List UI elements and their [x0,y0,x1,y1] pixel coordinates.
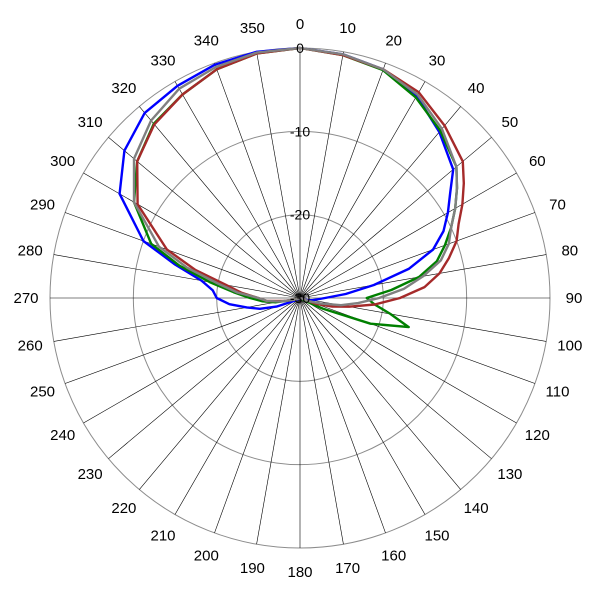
angle-label: 130 [497,466,522,483]
grid-spoke [214,297,301,534]
angle-label: 200 [194,548,219,565]
angle-label: 70 [549,196,566,213]
grid-spoke [299,62,386,299]
grid-spoke [83,297,301,424]
angle-label: 340 [194,33,219,50]
grid-spoke [53,297,301,342]
angle-label: 90 [566,290,583,307]
angle-label: 120 [525,427,550,444]
angle-label: 80 [561,242,578,259]
angle-label: 40 [468,80,485,97]
angle-label: 260 [18,338,43,355]
angle-label: 290 [30,196,55,213]
series-line-3 [136,46,465,308]
grid-spoke [299,106,461,299]
grid-spoke [64,212,301,299]
grid-spoke [299,51,344,299]
grid-spoke [53,254,301,299]
angle-label: 190 [240,560,265,577]
angle-label: 180 [287,564,312,581]
grid-spoke [299,137,492,299]
angle-label: 350 [240,20,265,37]
grid-spoke [139,106,301,299]
grid-spoke [299,297,426,515]
grid-spoke [174,297,301,515]
ring-label: 0 [296,40,304,56]
angle-label: 140 [464,500,489,517]
angle-label: 0 [296,16,304,33]
angle-label: 110 [546,384,570,401]
angle-label: 50 [502,114,519,131]
grid-spoke [256,51,301,299]
grid-spoke [299,297,517,424]
angle-label: 60 [529,153,546,170]
grid-spoke [64,297,301,384]
ring-label: -10 [290,123,310,139]
angle-label: 240 [50,427,75,444]
ring-labels: 0 -10 -20 -30 [290,40,310,306]
series-layer [118,46,465,329]
grid-spoke [299,297,492,459]
angle-label: 220 [111,500,136,517]
grid-spoke [174,81,301,299]
angle-label: 20 [385,33,402,50]
grid-spoke [108,297,301,459]
grid-spoke [299,297,536,384]
angle-label: 30 [429,53,446,70]
grid-spoke [299,297,461,490]
angle-label: 160 [381,548,406,565]
grid-spoke [299,212,536,299]
grid-spoke [83,172,301,299]
angle-label: 10 [339,20,356,37]
grid-spoke [139,297,301,490]
grid-spoke [256,297,301,545]
angle-label: 310 [78,114,103,131]
grid-spoke [108,137,301,299]
angle-label: 210 [150,527,175,544]
grid-spoke [299,81,426,299]
angle-label: 230 [78,466,103,483]
grid-spoke [214,62,301,299]
grid-spoke [299,297,344,545]
grid-spoke [299,297,386,534]
angle-label: 170 [335,560,360,577]
angle-label: 330 [150,53,175,70]
angle-label: 320 [111,80,136,97]
angle-label: 150 [424,527,449,544]
angle-label: 100 [557,338,582,355]
angle-label: 280 [18,242,43,259]
ring-label: -30 [290,290,310,306]
angle-label: 270 [13,290,38,307]
angle-labels: 0 10 20 30 40 50 60 70 80 90 100 110 120 130 140 150 160… [13,16,582,581]
angle-label: 300 [50,153,75,170]
series-line-4 [132,46,459,307]
grid-spoke [299,172,517,299]
angle-label: 250 [30,384,55,401]
ring-label: -20 [290,207,310,223]
